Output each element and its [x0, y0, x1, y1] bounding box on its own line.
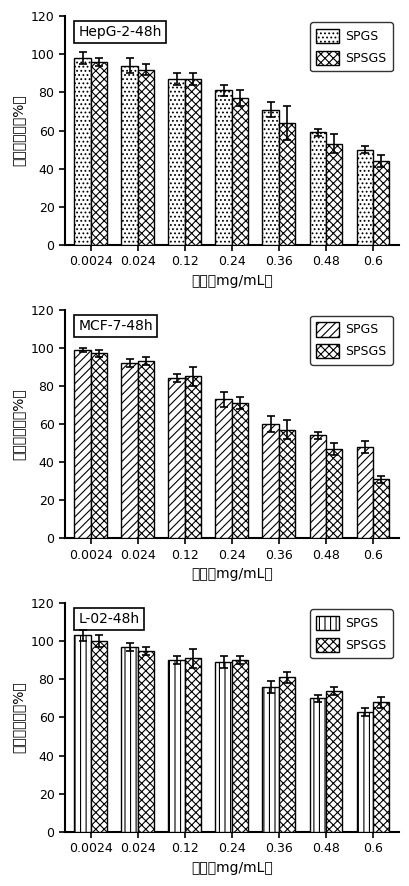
Bar: [356, 711, 372, 832]
Bar: [168, 378, 184, 539]
Bar: [91, 62, 107, 245]
X-axis label: 浓度（mg/mL）: 浓度（mg/mL）: [191, 567, 272, 581]
Bar: [262, 110, 278, 245]
Legend: SPGS, SPSGS: SPGS, SPSGS: [309, 315, 392, 365]
Bar: [309, 698, 325, 832]
Bar: [121, 647, 137, 832]
Bar: [278, 678, 295, 832]
Y-axis label: 细胞存活率（%）: 细胞存活率（%）: [11, 681, 25, 753]
Bar: [168, 79, 184, 245]
Bar: [184, 377, 201, 539]
Bar: [231, 98, 248, 245]
Bar: [215, 90, 231, 245]
Bar: [231, 403, 248, 539]
Bar: [325, 144, 342, 245]
Bar: [91, 354, 107, 539]
Bar: [356, 150, 372, 245]
Bar: [74, 350, 91, 539]
Bar: [137, 69, 154, 245]
Bar: [262, 424, 278, 539]
Bar: [215, 400, 231, 539]
Bar: [356, 447, 372, 539]
Text: L-02-48h: L-02-48h: [78, 612, 139, 626]
Bar: [74, 58, 91, 245]
X-axis label: 浓度（mg/mL）: 浓度（mg/mL）: [191, 274, 272, 288]
Bar: [137, 361, 154, 539]
X-axis label: 浓度（mg/mL）: 浓度（mg/mL）: [191, 861, 272, 874]
Bar: [309, 435, 325, 539]
Legend: SPGS, SPSGS: SPGS, SPSGS: [309, 610, 392, 658]
Y-axis label: 细胞存活率（%）: 细胞存活率（%）: [11, 388, 25, 460]
Bar: [215, 662, 231, 832]
Bar: [91, 641, 107, 832]
Bar: [262, 687, 278, 832]
Legend: SPGS, SPSGS: SPGS, SPSGS: [309, 22, 392, 71]
Bar: [372, 703, 389, 832]
Text: MCF-7-48h: MCF-7-48h: [78, 319, 153, 333]
Bar: [278, 430, 295, 539]
Bar: [137, 650, 154, 832]
Bar: [278, 123, 295, 245]
Bar: [372, 479, 389, 539]
Text: HepG-2-48h: HepG-2-48h: [78, 26, 161, 39]
Bar: [309, 132, 325, 245]
Bar: [372, 161, 389, 245]
Bar: [121, 66, 137, 245]
Bar: [121, 363, 137, 539]
Bar: [168, 660, 184, 832]
Bar: [74, 635, 91, 832]
Bar: [325, 449, 342, 539]
Y-axis label: 细胞存活率（%）: 细胞存活率（%）: [11, 95, 25, 167]
Bar: [231, 660, 248, 832]
Bar: [184, 658, 201, 832]
Bar: [184, 79, 201, 245]
Bar: [325, 691, 342, 832]
